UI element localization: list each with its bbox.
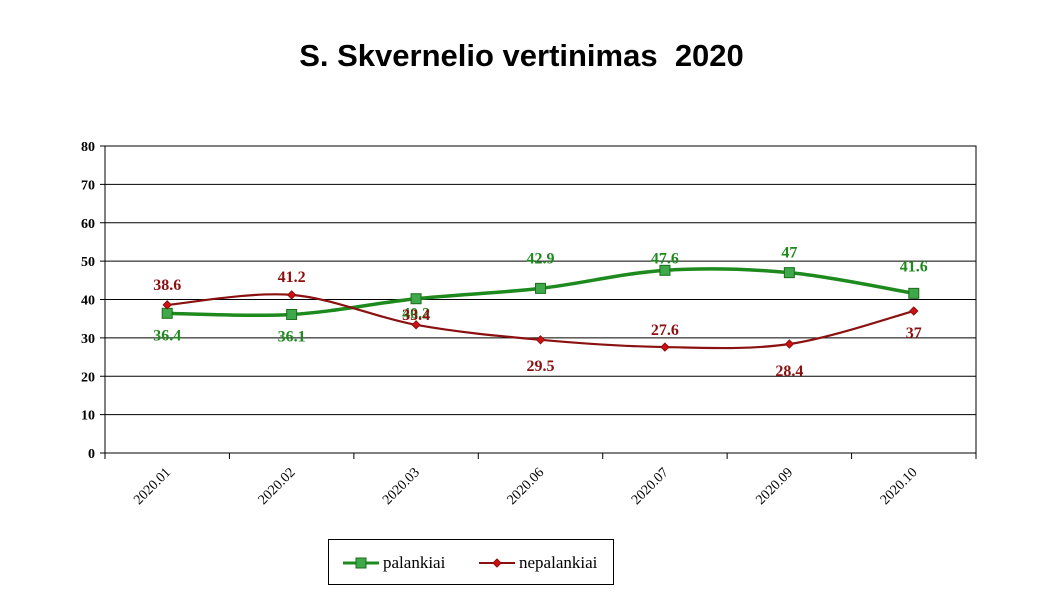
y-tick-label: 0 — [88, 447, 95, 462]
y-tick-label: 70 — [81, 178, 95, 193]
data-point-nepalankiai — [660, 342, 670, 352]
data-point-palankiai — [783, 267, 795, 279]
data-label-palankiai: 41.6 — [900, 258, 928, 275]
data-label-palankiai: 40.2 — [402, 306, 430, 323]
data-point-palankiai — [286, 308, 298, 320]
legend: palankiai nepalankiai — [328, 539, 614, 585]
data-point-nepalankiai — [909, 306, 919, 316]
data-label-palankiai: 47 — [781, 245, 797, 262]
y-tick-label: 50 — [81, 255, 95, 270]
x-tick-label: 2020.06 — [505, 465, 548, 508]
data-point-palankiai — [410, 293, 422, 305]
y-tick-label: 20 — [81, 370, 95, 385]
plot-area — [104, 145, 977, 454]
data-label-palankiai: 42.9 — [527, 250, 555, 267]
data-label-palankiai: 47.6 — [651, 250, 679, 267]
legend-item-palankiai: palankiai — [343, 553, 445, 573]
data-point-nepalankiai — [162, 300, 172, 310]
data-label-nepalankiai: 28.4 — [775, 363, 803, 380]
data-label-nepalankiai: 33.4 — [402, 307, 430, 324]
y-tick-label: 40 — [81, 294, 95, 309]
legend-item-nepalankiai: nepalankiai — [479, 553, 597, 573]
data-point-nepalankiai — [411, 320, 421, 330]
legend-label-palankiai: palankiai — [383, 553, 446, 572]
y-tick-label: 10 — [81, 409, 95, 424]
data-point-nepalankiai — [535, 335, 546, 345]
y-tick-label: 30 — [81, 332, 95, 347]
x-tick-label: 2020.03 — [380, 465, 423, 508]
data-label-nepalankiai: 27.6 — [651, 322, 679, 339]
x-tick-label: 2020.07 — [629, 465, 672, 508]
data-label-nepalankiai: 41.2 — [278, 269, 306, 286]
data-label-nepalankiai: 29.5 — [527, 358, 555, 375]
data-label-nepalankiai: 38.6 — [153, 277, 181, 294]
legend-marker-palankiai — [343, 557, 379, 569]
data-point-nepalankiai — [286, 290, 297, 300]
legend-label-nepalankiai: nepalankiai — [519, 553, 598, 572]
data-label-palankiai: 36.1 — [278, 328, 306, 345]
chart-title: S. Skvernelio vertinimas 2020 — [299, 38, 744, 73]
data-label-palankiai: 36.4 — [153, 327, 181, 344]
data-point-palankiai — [659, 264, 671, 276]
data-point-palankiai — [161, 307, 173, 319]
data-point-nepalankiai — [784, 339, 795, 349]
data-point-palankiai — [908, 287, 920, 299]
x-tick-label: 2020.02 — [256, 465, 299, 508]
x-tick-label: 2020.10 — [878, 465, 921, 508]
x-tick-label: 2020.01 — [131, 465, 174, 508]
x-tick-label: 2020.09 — [753, 465, 796, 508]
data-label-nepalankiai: 37 — [906, 325, 922, 342]
data-point-palankiai — [535, 282, 546, 294]
legend-marker-nepalankiai — [479, 558, 515, 568]
y-tick-label: 80 — [81, 140, 95, 155]
y-tick-label: 60 — [81, 217, 95, 232]
